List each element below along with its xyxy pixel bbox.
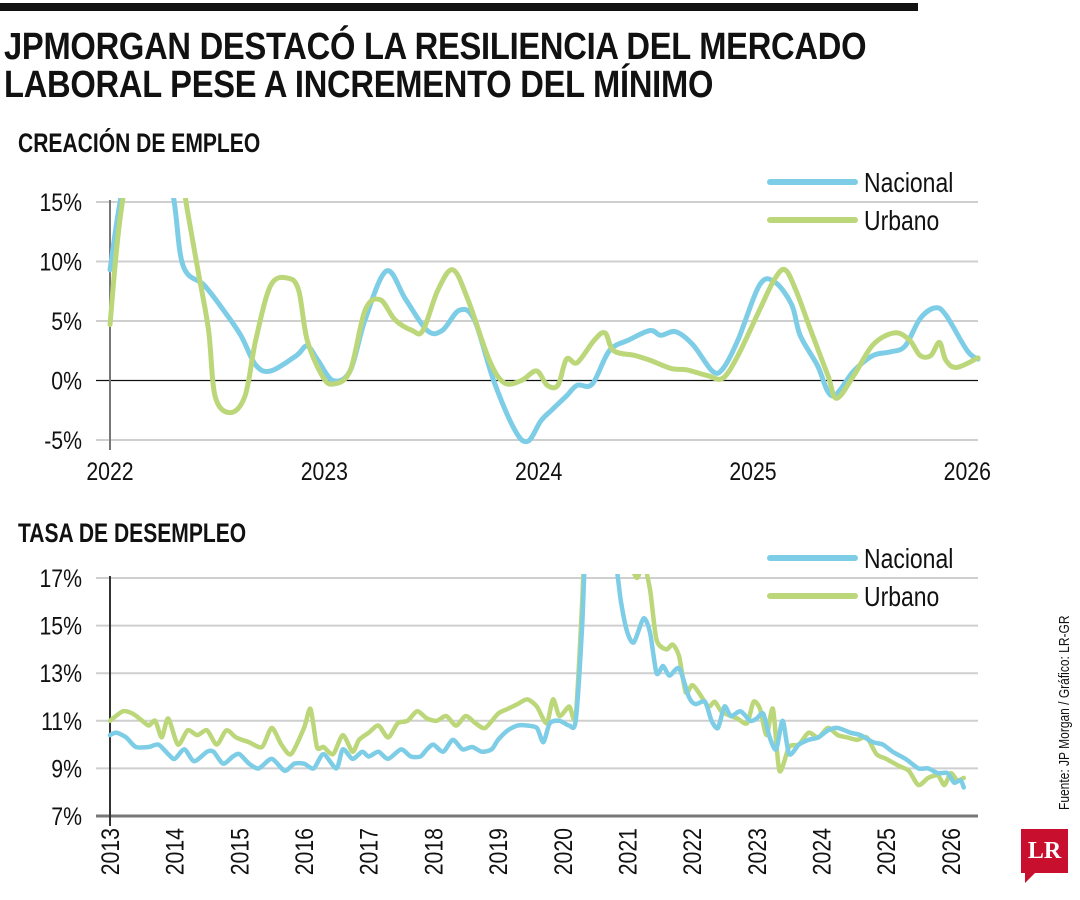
x-tick-label: 2024 (515, 457, 562, 485)
x-tick-label: 2026 (944, 457, 991, 485)
y-tick-label: 5% (51, 307, 82, 335)
page-title: JPMORGAN DESTACÓ LA RESILIENCIA DEL MERC… (4, 26, 867, 106)
x-tick-label: 2014 (161, 828, 189, 875)
lr-logo: LR (1021, 829, 1068, 883)
chart1-title: CREACIÓN DE EMPLEO (18, 128, 261, 158)
legend-label-nacional: Nacional (864, 168, 953, 199)
y-tick-label: -5% (44, 426, 82, 454)
x-tick-label: 2022 (86, 457, 133, 485)
series-line-urbano (107, 574, 967, 788)
x-tick-label: 2019 (484, 828, 512, 875)
y-tick-label: 11% (41, 707, 82, 735)
x-tick-label: 2024 (808, 828, 836, 875)
title-line-2: LABORAL PESE A INCREMENTO DEL MÍNIMO (4, 64, 714, 106)
x-tick-label: 2021 (614, 828, 642, 875)
title-line-1: JPMORGAN DESTACÓ LA RESILIENCIA DEL MERC… (4, 26, 867, 68)
chart-2: 17% 15% 13% 11% 9% 7% 2013 2014 2015 2016 2017 2018… (39, 544, 978, 875)
y-tick-label: 15% (39, 188, 82, 216)
x-tick-label: 2025 (873, 828, 901, 875)
chart2-title: TASA DE DESEMPLEO (18, 518, 247, 548)
legend-label-nacional: Nacional (864, 544, 953, 575)
legend-label-urbano: Urbano (864, 206, 939, 237)
x-tick-label: 2015 (226, 828, 254, 875)
y-tick-label: 13% (39, 660, 82, 688)
y-tick-label: 9% (51, 755, 82, 783)
y-tick-label: 17% (39, 564, 82, 592)
legend-label-urbano: Urbano (864, 582, 939, 613)
series-line-urbano (107, 198, 981, 416)
x-tick-label: 2016 (290, 828, 318, 875)
y-tick-label: 7% (51, 802, 82, 830)
x-tick-label: 2025 (729, 457, 776, 485)
x-tick-label: 2020 (549, 828, 577, 875)
chart-1: 15% 10% 5% 0% -5%2022 2023 2024 2025 2026 Naciona… (39, 168, 991, 485)
series-line-nacional (107, 574, 967, 790)
y-tick-label: 10% (39, 248, 82, 276)
x-tick-label: 2017 (355, 828, 383, 875)
series-line-nacional (107, 198, 981, 445)
logo-text: LR (1027, 838, 1062, 864)
x-tick-label: 2022 (678, 828, 706, 875)
x-tick-label: 2026 (937, 828, 965, 875)
y-tick-label: 0% (51, 367, 82, 395)
x-tick-label: 2018 (420, 828, 448, 875)
top-rule (0, 3, 918, 11)
source-note: Fuente: JP Morgan / Gráfico: LR-GR (1056, 615, 1073, 810)
x-tick-label: 2013 (96, 828, 124, 875)
y-tick-label: 15% (39, 612, 82, 640)
x-tick-label: 2023 (743, 828, 771, 875)
x-tick-label: 2023 (301, 457, 348, 485)
